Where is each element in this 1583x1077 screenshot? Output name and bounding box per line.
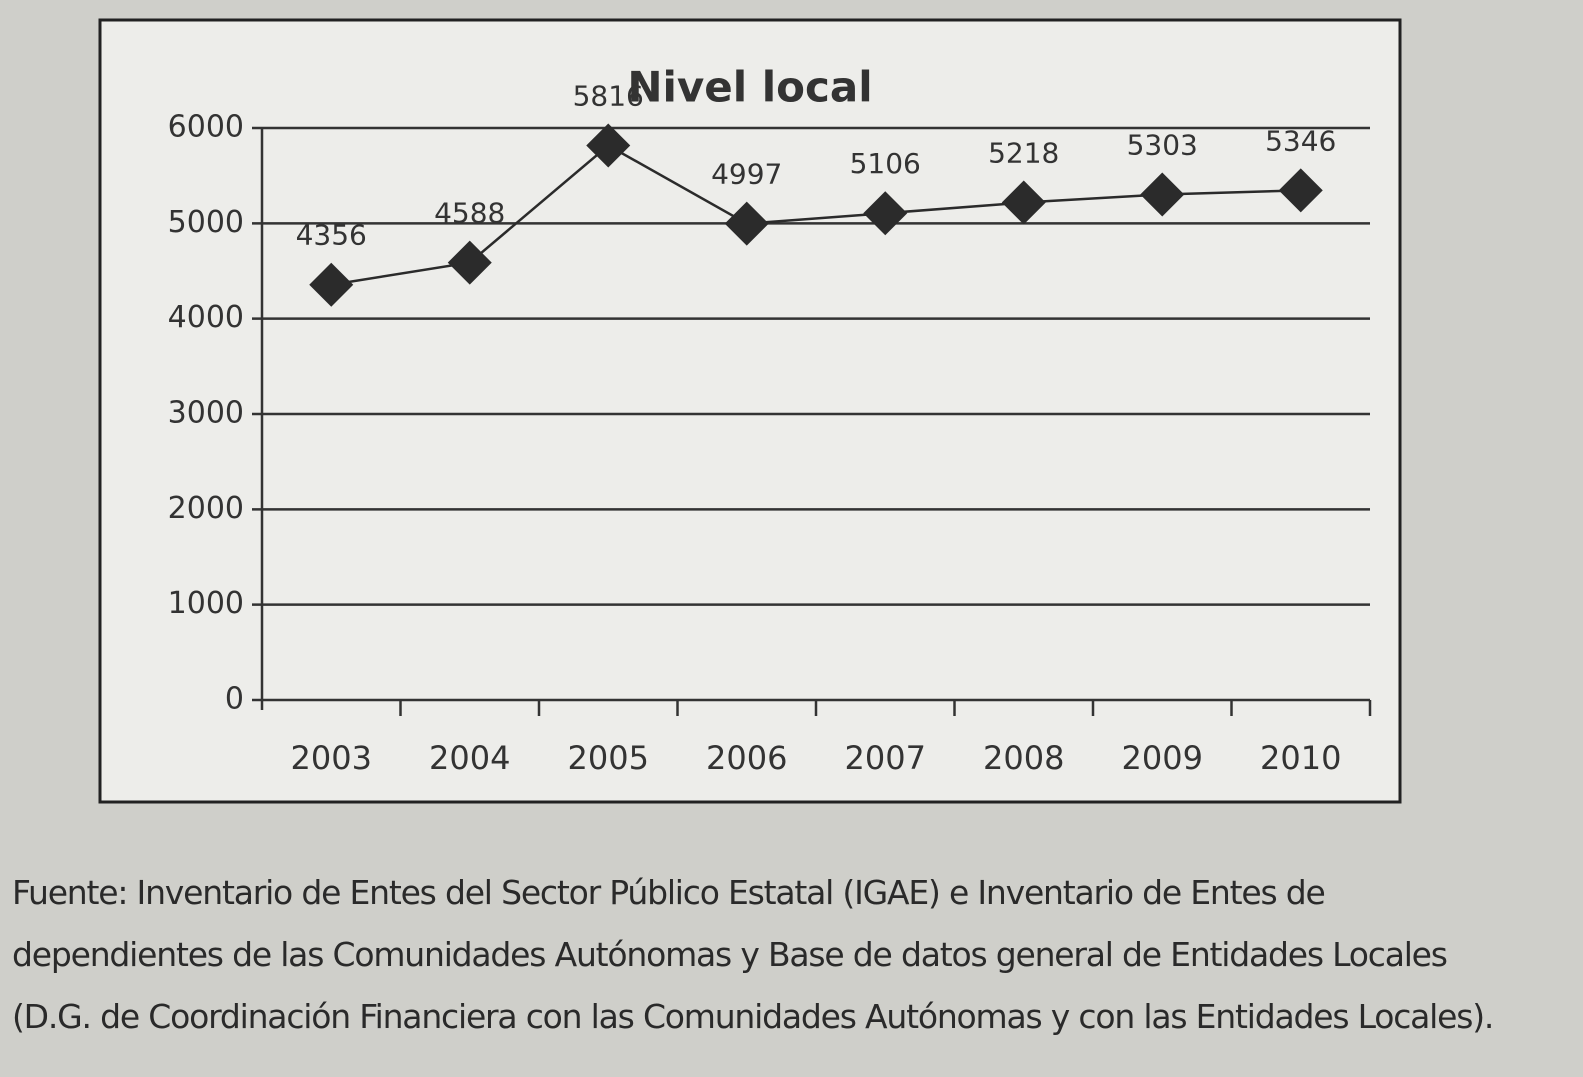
data-label: 4588 bbox=[434, 197, 505, 230]
data-label: 5218 bbox=[988, 137, 1059, 170]
y-tick-label: 0 bbox=[225, 682, 244, 717]
data-label: 4356 bbox=[296, 219, 367, 252]
y-tick-label: 3000 bbox=[168, 396, 244, 431]
x-tick-label: 2008 bbox=[983, 739, 1064, 777]
x-tick-label: 2004 bbox=[429, 739, 510, 777]
x-tick-label: 2005 bbox=[568, 739, 649, 777]
chart-frame bbox=[100, 20, 1400, 802]
data-label: 5816 bbox=[573, 80, 644, 113]
y-tick-label: 4000 bbox=[168, 300, 244, 335]
chart-title: Nivel local bbox=[627, 63, 872, 112]
data-label: 5106 bbox=[850, 147, 921, 180]
x-tick-label: 2003 bbox=[291, 739, 372, 777]
source-note: Fuente: Inventario de Entes del Sector P… bbox=[12, 862, 1522, 1048]
data-label: 5346 bbox=[1265, 124, 1336, 157]
data-label: 4997 bbox=[711, 158, 782, 191]
x-tick-label: 2009 bbox=[1122, 739, 1203, 777]
x-tick-label: 2007 bbox=[845, 739, 926, 777]
page: Nivel local 0 1000 2000 3000 4000 5000 6000 200… bbox=[0, 0, 1583, 1077]
y-tick-label: 1000 bbox=[168, 586, 244, 621]
y-tick-label: 2000 bbox=[168, 491, 244, 526]
y-tick-label: 6000 bbox=[168, 110, 244, 145]
y-tick-label: 5000 bbox=[168, 205, 244, 240]
data-label: 5303 bbox=[1127, 128, 1198, 161]
x-tick-label: 2010 bbox=[1260, 739, 1341, 777]
chart: Nivel local 0 1000 2000 3000 4000 5000 6000 200… bbox=[0, 0, 1583, 850]
x-tick-label: 2006 bbox=[706, 739, 787, 777]
